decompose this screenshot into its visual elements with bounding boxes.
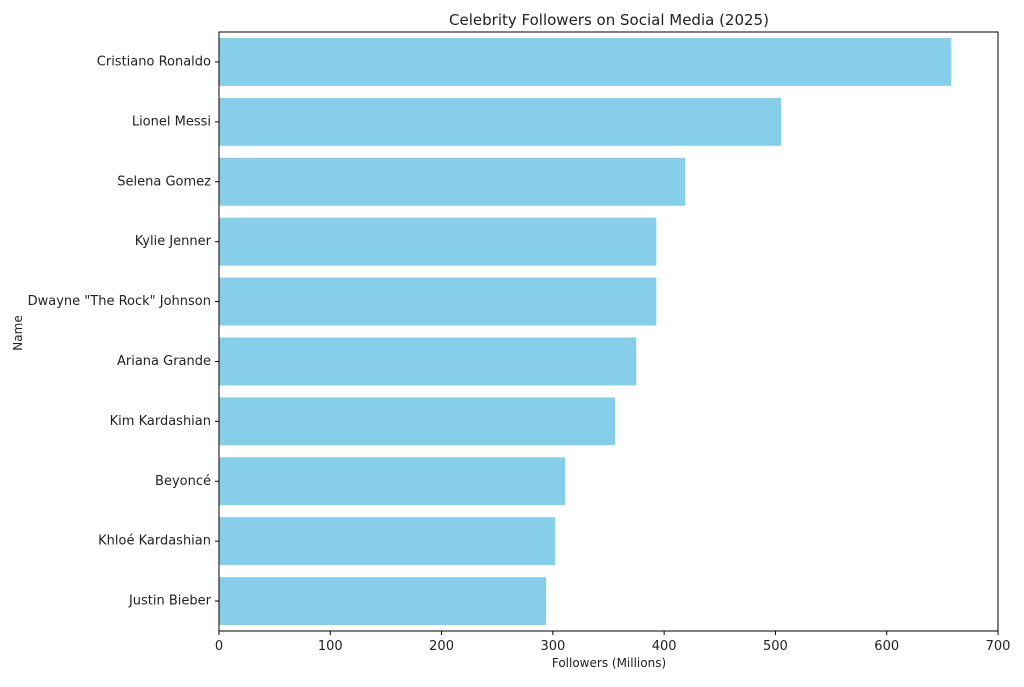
y-tick-label: Kylie Jenner: [135, 234, 212, 249]
x-axis-label: Followers (Millions): [552, 656, 666, 670]
bar: [219, 517, 556, 566]
x-tick-label: 600: [874, 639, 899, 654]
bar: [219, 397, 616, 446]
x-tick-label: 500: [763, 639, 788, 654]
chart-title: Celebrity Followers on Social Media (202…: [449, 11, 769, 29]
bar: [219, 97, 781, 146]
x-tick-label: 100: [318, 639, 343, 654]
bar: [219, 577, 547, 626]
y-axis-ticks: Cristiano Ronaldo Lionel Messi Selena Gome…: [28, 54, 219, 609]
y-tick-label: Khloé Kardashian: [98, 534, 211, 549]
y-tick-label: Justin Bieber: [128, 594, 212, 609]
bar: [219, 217, 657, 266]
bar: [219, 337, 637, 386]
y-tick-label: Selena Gomez: [117, 174, 211, 189]
bars-group: [219, 37, 952, 626]
y-axis-label: Name: [11, 315, 25, 350]
x-tick-label: 300: [540, 639, 565, 654]
x-axis-ticks: 0 100 200 300 400 500 600 700: [215, 631, 1011, 654]
x-tick-label: 700: [986, 639, 1011, 654]
x-tick-label: 0: [215, 639, 223, 654]
bar: [219, 157, 686, 206]
bar: [219, 457, 566, 506]
x-tick-label: 400: [652, 639, 677, 654]
y-tick-label: Kim Kardashian: [110, 414, 211, 429]
y-tick-label: Lionel Messi: [132, 114, 211, 129]
plot-area-frame: [218, 31, 999, 632]
bar: [219, 277, 657, 326]
y-tick-label: Dwayne "The Rock" Johnson: [28, 294, 211, 309]
bar: [219, 37, 952, 86]
y-tick-label: Cristiano Ronaldo: [97, 54, 211, 69]
y-tick-label: Ariana Grande: [117, 354, 211, 369]
x-tick-label: 200: [429, 639, 454, 654]
y-tick-label: Beyoncé: [155, 474, 211, 489]
